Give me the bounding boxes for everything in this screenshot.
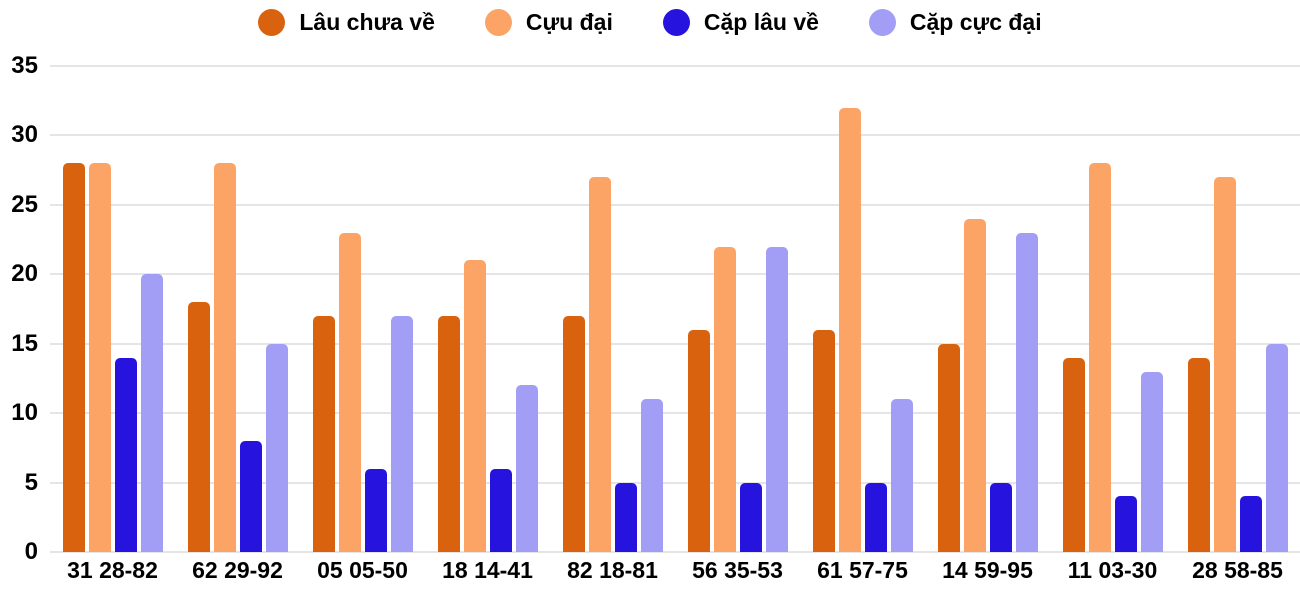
x-axis-label: 28 58-85 (1192, 557, 1283, 583)
bar-series2-group7 (838, 107, 861, 552)
x-axis-label: 18 14-41 (442, 557, 533, 583)
bar-series2-group3 (338, 232, 361, 552)
bar-series4-group6 (765, 246, 788, 552)
bar-series2-group1 (88, 163, 111, 552)
y-tick-label: 30 (11, 121, 38, 149)
bar-series1-group9 (1062, 357, 1085, 552)
bar-series4-group3 (390, 315, 413, 552)
bar-series2-group6 (713, 246, 736, 552)
x-axis-label: 14 59-95 (942, 557, 1033, 583)
x-axis-label: 62 29-92 (192, 557, 283, 583)
bar-series3-group6 (739, 482, 762, 552)
y-tick-label: 15 (11, 329, 38, 357)
bar-groups (50, 66, 1300, 552)
bar-group-5 (550, 66, 675, 552)
bar-series1-group3 (312, 315, 335, 552)
x-axis-label: 05 05-50 (317, 557, 408, 583)
gridline (50, 273, 1300, 276)
legend-item-1[interactable]: Lâu chưa về (258, 8, 435, 36)
bar-group-7 (800, 66, 925, 552)
x-axis-label: 31 28-82 (67, 557, 158, 583)
bar-series4-group4 (515, 385, 538, 552)
legend-dot-icon (484, 8, 512, 36)
bar-series1-group4 (437, 315, 460, 552)
bar-series3-group3 (364, 468, 387, 552)
gridline (50, 481, 1300, 484)
gridline (50, 551, 1300, 553)
bar-group-4 (425, 66, 550, 552)
gridline (50, 65, 1300, 67)
bar-group-3 (300, 66, 425, 552)
gridline (50, 134, 1300, 137)
bar-series1-group1 (62, 163, 85, 552)
legend-dot-icon (258, 8, 286, 36)
bar-group-2 (175, 66, 300, 552)
chart-legend: Lâu chưa về Cựu đại Cặp lâu về Cặp cực đại (0, 4, 1300, 40)
bar-series4-group7 (890, 399, 913, 552)
legend-label: Cặp lâu về (703, 8, 819, 35)
gridline (50, 342, 1300, 345)
x-axis-label: 61 57-75 (817, 557, 908, 583)
bar-series2-group8 (963, 218, 986, 552)
bar-series2-group2 (213, 163, 236, 552)
bar-series4-group9 (1140, 371, 1163, 552)
legend-label: Cựu đại (525, 8, 613, 35)
bar-group-8 (925, 66, 1050, 552)
x-axis-label: 82 18-81 (567, 557, 658, 583)
bar-group-9 (1050, 66, 1175, 552)
plot-area (50, 65, 1300, 553)
bar-series3-group10 (1239, 496, 1262, 552)
bar-series4-group8 (1015, 232, 1038, 552)
gridline (50, 203, 1300, 206)
bar-series1-group7 (812, 329, 835, 552)
bar-series4-group1 (140, 274, 163, 552)
bar-series3-group5 (614, 482, 637, 552)
bar-series1-group8 (937, 343, 960, 552)
bar-series2-group4 (463, 260, 486, 552)
x-axis-label: 11 03-30 (1067, 557, 1158, 583)
legend-item-3[interactable]: Cặp lâu về (662, 8, 819, 36)
y-tick-label: 20 (11, 260, 38, 288)
bar-series2-group5 (588, 177, 611, 552)
y-tick-label: 5 (24, 468, 38, 496)
y-tick-label: 25 (11, 190, 38, 218)
bar-series3-group8 (989, 482, 1012, 552)
bar-group-10 (1175, 66, 1300, 552)
bar-series1-group5 (562, 315, 585, 552)
bar-series3-group1 (114, 357, 137, 552)
bar-series4-group10 (1265, 343, 1288, 552)
bar-series3-group7 (864, 482, 887, 552)
legend-dot-icon (662, 8, 690, 36)
legend-label: Cặp cực đại (909, 8, 1042, 35)
bar-series3-group9 (1114, 496, 1137, 552)
y-axis: 35 30 25 20 15 10 5 0 (0, 0, 42, 600)
bar-series3-group2 (239, 440, 262, 552)
bar-series2-group9 (1088, 163, 1111, 552)
bar-series2-group10 (1213, 177, 1236, 552)
bar-series4-group5 (640, 399, 663, 552)
bar-group-6 (675, 66, 800, 552)
legend-item-2[interactable]: Cựu đại (484, 8, 613, 36)
bar-series4-group2 (265, 343, 288, 552)
legend-item-4[interactable]: Cặp cực đại (868, 8, 1042, 36)
x-axis: 31 28-82 62 29-92 05 05-50 18 14-41 82 18-81… (50, 557, 1300, 585)
y-tick-label: 35 (11, 52, 38, 79)
legend-label: Lâu chưa về (299, 8, 435, 35)
y-tick-label: 10 (11, 399, 38, 427)
x-axis-label: 56 35-53 (692, 557, 783, 583)
bar-group-1 (50, 66, 175, 552)
y-tick-label: 0 (24, 538, 38, 565)
bar-series3-group4 (489, 468, 512, 552)
bar-series1-group2 (187, 302, 210, 552)
bar-series1-group10 (1187, 357, 1210, 552)
gridline (50, 412, 1300, 415)
bar-series1-group6 (687, 329, 710, 552)
legend-dot-icon (868, 8, 896, 36)
